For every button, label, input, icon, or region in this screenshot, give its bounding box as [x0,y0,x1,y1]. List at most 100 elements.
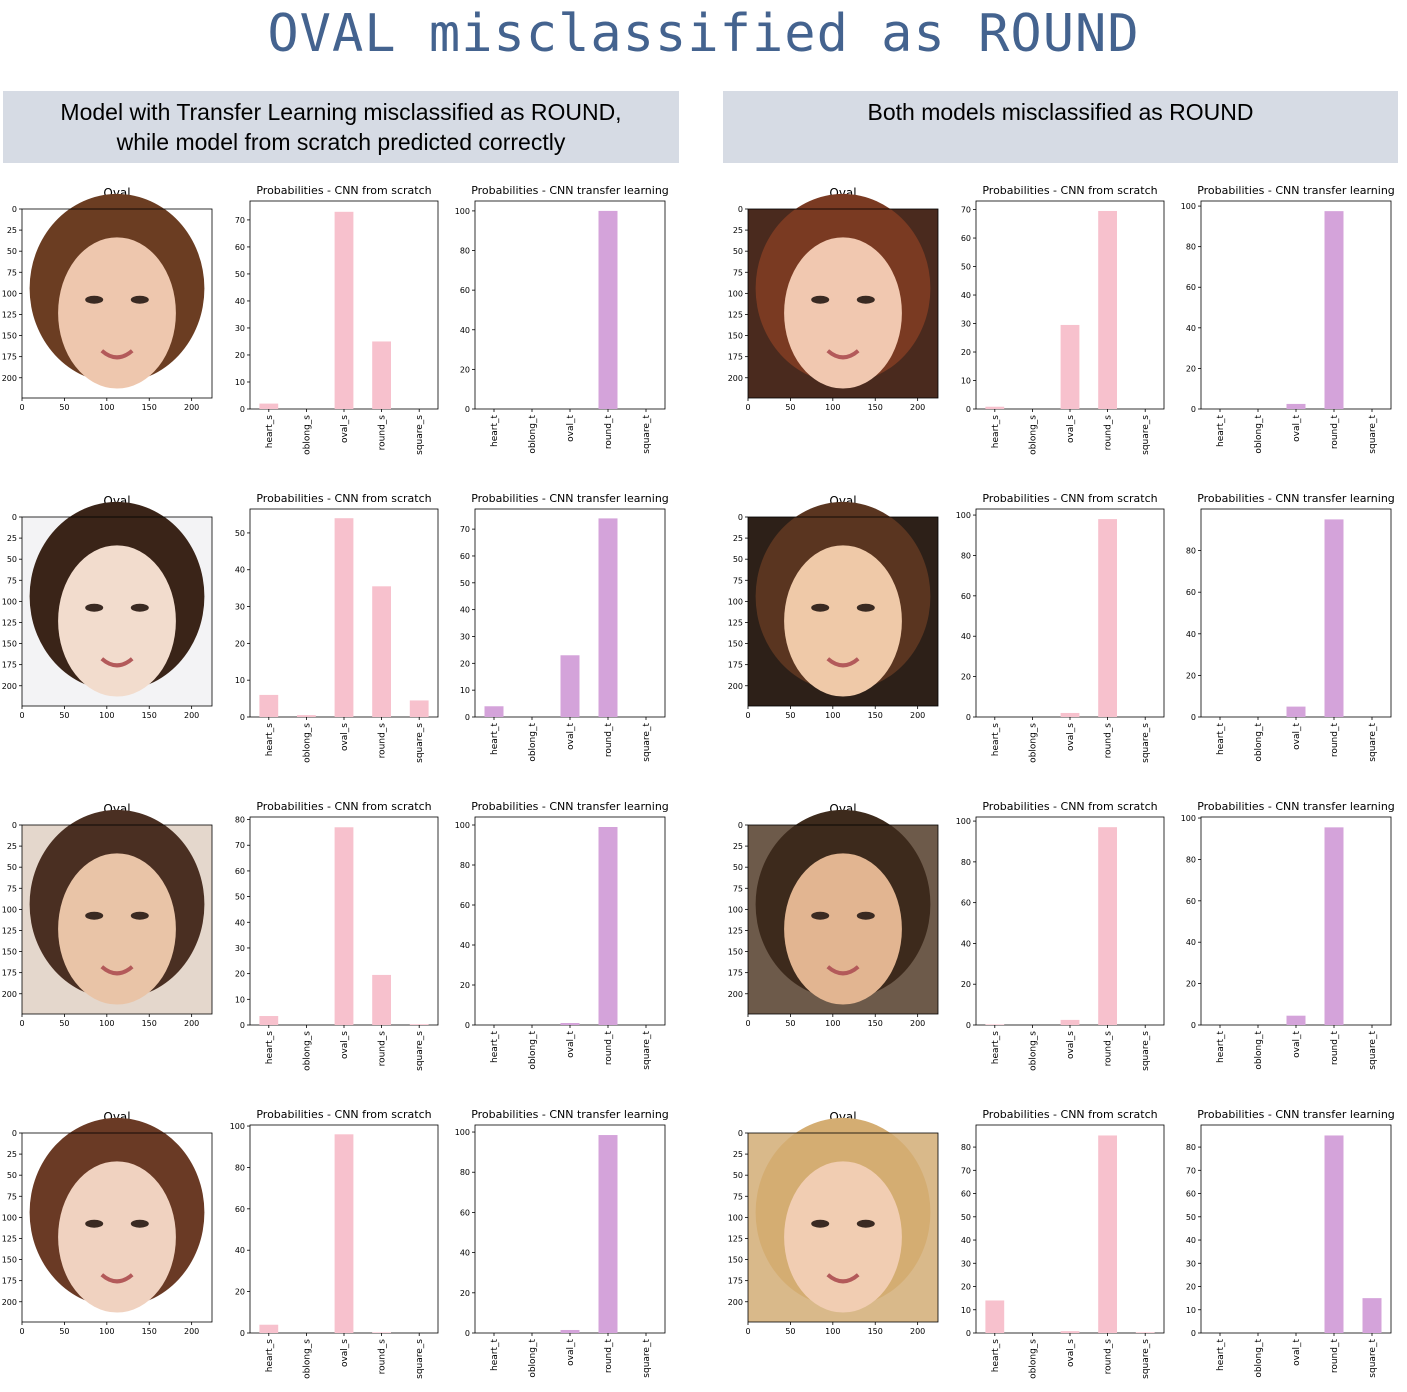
transfer-xtick-label-round_t: round_t [1330,1031,1340,1066]
right-eye [856,911,875,920]
image-ytick-label: 200 [2,682,17,691]
image-xtick-label: 50 [785,1019,795,1028]
transfer-xtick-label-round_t: round_t [604,1339,614,1374]
scratch-xtick-label-square_s: square_s [415,723,425,763]
image-ytick-label: 100 [728,289,743,298]
scratch-ytick-label: 20 [235,351,245,360]
right-eye [130,911,149,920]
left-eye [85,603,104,612]
transfer-chart-title: Probabilities - CNN transfer learning [471,1108,669,1121]
left-eye [811,295,830,304]
image-xtick-label: 0 [19,1019,24,1028]
mouth [100,657,134,668]
image-ytick-label: 50 [733,863,743,872]
image-xtick-label: 50 [59,1019,69,1028]
scratch-xtick-label-oblong_s: oblong_s [1028,723,1038,763]
scratch-ytick-label: 20 [961,348,971,357]
transfer-xtick-label-round_t: round_t [604,723,614,758]
transfer-ytick-label: 80 [460,861,470,870]
scratch-xtick-label-heart_s: heart_s [265,1031,275,1064]
scratch-ytick-label: 80 [961,551,971,560]
image-ytick-label: 25 [733,842,743,851]
transfer-xtick-label-oval_t: oval_t [566,415,576,442]
left-eye [811,1219,830,1228]
image-xtick-label: 150 [868,711,883,720]
transfer-xtick-label-heart_t: heart_t [490,1339,500,1371]
image-ytick-label: 175 [728,353,743,362]
transfer-xtick-label-heart_t: heart_t [490,723,500,755]
image-ytick-label: 25 [7,1150,17,1159]
transfer-xtick-label-heart_t: heart_t [1216,1031,1226,1063]
image-ytick-label: 150 [2,1256,17,1265]
image-ytick-label: 125 [2,1234,17,1243]
image-xtick-label: 150 [868,403,883,412]
image-ytick-label: 25 [7,534,17,543]
image-ytick-label: 25 [733,1150,743,1159]
right-eye [130,603,149,612]
image-ytick-label: 25 [7,842,17,851]
image-xtick-label: 200 [910,711,925,720]
image-ytick-label: 125 [2,618,17,627]
scratch-xtick-label-oblong_s: oblong_s [302,1339,312,1379]
scratch-xtick-label-oval_s: oval_s [1066,415,1076,443]
transfer-bar-round_t [1324,1135,1344,1333]
transfer-chart-title: Probabilities - CNN transfer learning [471,184,669,197]
scratch-bar-oval_s [334,1134,354,1333]
image-xtick-label: 200 [910,403,925,412]
scratch-ytick-label: 50 [961,263,971,272]
image-xtick-label: 200 [184,711,199,720]
scratch-ytick-label: 10 [235,676,245,685]
transfer-ytick-label: 50 [1186,1213,1196,1222]
image-ytick-label: 100 [728,1213,743,1222]
scratch-ytick-label: 40 [235,566,245,575]
transfer-ytick-label: 40 [1186,324,1196,333]
scratch-chart-title: Probabilities - CNN from scratch [982,1108,1157,1121]
transfer-plot-frame [474,1124,666,1334]
transfer-ytick-label: 60 [1186,1190,1196,1199]
scratch-xtick-label-round_s: round_s [1104,1339,1114,1375]
image-ytick-label: 175 [728,969,743,978]
image-ytick-label: 100 [728,597,743,606]
scratch-ytick-label: 70 [961,1166,971,1175]
scratch-ytick-label: 40 [961,291,971,300]
transfer-xtick-label-square_t: square_t [642,723,652,762]
right-eye [130,1219,149,1228]
scratch-ytick-label: 50 [235,893,245,902]
face-shape [784,1161,902,1313]
scratch-ytick-label: 10 [235,995,245,1004]
transfer-xtick-label-oblong_t: oblong_t [528,723,538,762]
image-xtick-label: 0 [19,711,24,720]
transfer-ytick-label: 40 [1186,630,1196,639]
scratch-chart-title: Probabilities - CNN from scratch [256,184,431,197]
transfer-xtick-label-square_t: square_t [642,1031,652,1070]
scratch-bar-heart_s [985,406,1005,409]
image-xtick-label: 150 [868,1327,883,1336]
scratch-ytick-label: 30 [235,603,245,612]
image-xtick-label: 50 [59,403,69,412]
image-ytick-label: 75 [7,268,17,277]
scratch-ytick-label: 10 [961,377,971,386]
scratch-ytick-label: 40 [235,1246,245,1255]
transfer-xtick-label-oval_t: oval_t [1292,1031,1302,1058]
scratch-xtick-label-oblong_s: oblong_s [302,1031,312,1071]
transfer-xtick-label-heart_t: heart_t [1216,1339,1226,1371]
scratch-ytick-label: 30 [961,320,971,329]
transfer-plot-frame [1200,1124,1392,1334]
scratch-ytick-label: 20 [961,980,971,989]
scratch-bar-heart_s [259,694,279,717]
image-ytick-label: 200 [728,374,743,383]
transfer-ytick-label: 40 [460,941,470,950]
transfer-ytick-label: 40 [460,606,470,615]
mouth [100,1273,134,1284]
face-shape [784,237,902,389]
scratch-bar-heart_s [985,1300,1005,1333]
scratch-ytick-label: 0 [966,405,971,414]
transfer-chart-title: Probabilities - CNN transfer learning [1197,492,1395,505]
scratch-ytick-label: 70 [961,206,971,215]
scratch-bar-round_s [372,586,391,717]
transfer-xtick-label-square_t: square_t [1368,1031,1378,1070]
